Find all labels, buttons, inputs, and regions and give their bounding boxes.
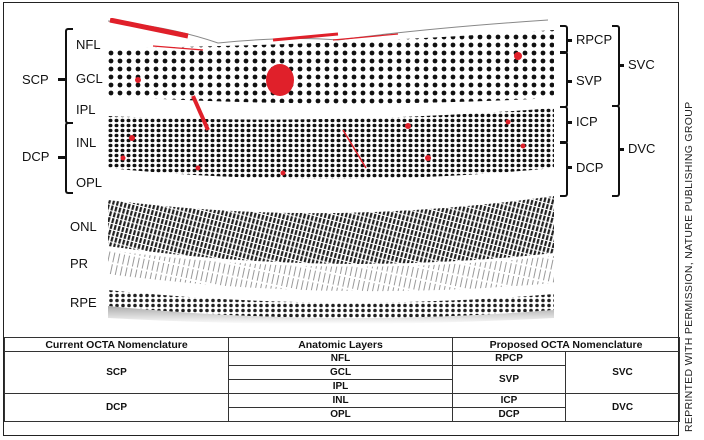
- dcp-bracket: [65, 122, 73, 194]
- label-svc: SVC: [628, 57, 655, 72]
- label-scp: SCP: [22, 72, 49, 87]
- dcp-right-bracket: [560, 141, 568, 197]
- label-opl: OPL: [76, 175, 103, 190]
- scp-bracket-tick: [58, 78, 66, 81]
- table-row: OPL DCP: [5, 407, 680, 422]
- label-icp: ICP: [576, 114, 598, 129]
- label-dvc: DVC: [628, 141, 656, 156]
- header-current: Current OCTA Nomenclature: [4, 337, 229, 352]
- label-pr: PR: [70, 256, 89, 271]
- header-proposed: Proposed OCTA Nomenclature: [451, 337, 681, 352]
- label-svp: SVP: [576, 73, 603, 88]
- dcp-right-tick: [566, 166, 572, 169]
- dvc-tick: [618, 148, 624, 151]
- cell-layer-gcl: GCL: [228, 365, 453, 380]
- cell-plexus-rpcp: RPCP: [452, 351, 566, 366]
- svc-tick: [618, 64, 624, 67]
- cell-complex-dvc: DVC: [564, 393, 681, 422]
- table-header-row: Current OCTA Nomenclature Anatomic Layer…: [4, 337, 681, 352]
- label-dcp-right: DCP: [576, 160, 604, 175]
- icp-bracket: [560, 106, 568, 144]
- dvc-bracket: [612, 105, 620, 197]
- cell-plexus-svp: SVP: [452, 365, 566, 394]
- cell-layer-nfl: NFL: [228, 351, 453, 366]
- figure-frame: [3, 2, 679, 436]
- label-ipl: IPL: [76, 102, 96, 117]
- retina-histology-image: [108, 18, 554, 324]
- label-nfl: NFL: [76, 37, 101, 52]
- nomenclature-table: Current OCTA Nomenclature Anatomic Layer…: [4, 337, 681, 422]
- icp-tick: [566, 121, 572, 124]
- cell-complex-svc: SVC: [564, 351, 681, 394]
- cell-layer-opl: OPL: [228, 407, 453, 422]
- cell-current-scp: SCP: [4, 351, 229, 394]
- cell-plexus-dcp: DCP: [452, 407, 566, 422]
- cell-current-dcp: DCP: [4, 393, 229, 422]
- cell-plexus-icp: ICP: [452, 393, 566, 408]
- dcp-bracket-tick: [58, 156, 66, 159]
- label-dcp: DCP: [22, 149, 50, 164]
- table-row: DCP INL ICP DVC: [4, 393, 681, 422]
- table-row: SCP NFL RPCP SVC: [4, 351, 681, 394]
- label-onl: ONL: [70, 219, 97, 234]
- label-rpcp: RPCP: [576, 32, 613, 47]
- scp-bracket: [65, 28, 73, 124]
- header-anatomic: Anatomic Layers: [228, 337, 453, 352]
- label-gcl: GCL: [76, 71, 103, 86]
- label-inl: INL: [76, 135, 97, 150]
- rpcp-tick: [566, 39, 572, 42]
- credit-text: REPRINTED WITH PERMISSION, NATURE PUBLIS…: [683, 101, 695, 432]
- cell-layer-ipl: IPL: [228, 379, 453, 394]
- svp-tick: [566, 80, 572, 83]
- cell-layer-inl: INL: [228, 393, 453, 408]
- label-rpe: RPE: [70, 295, 97, 310]
